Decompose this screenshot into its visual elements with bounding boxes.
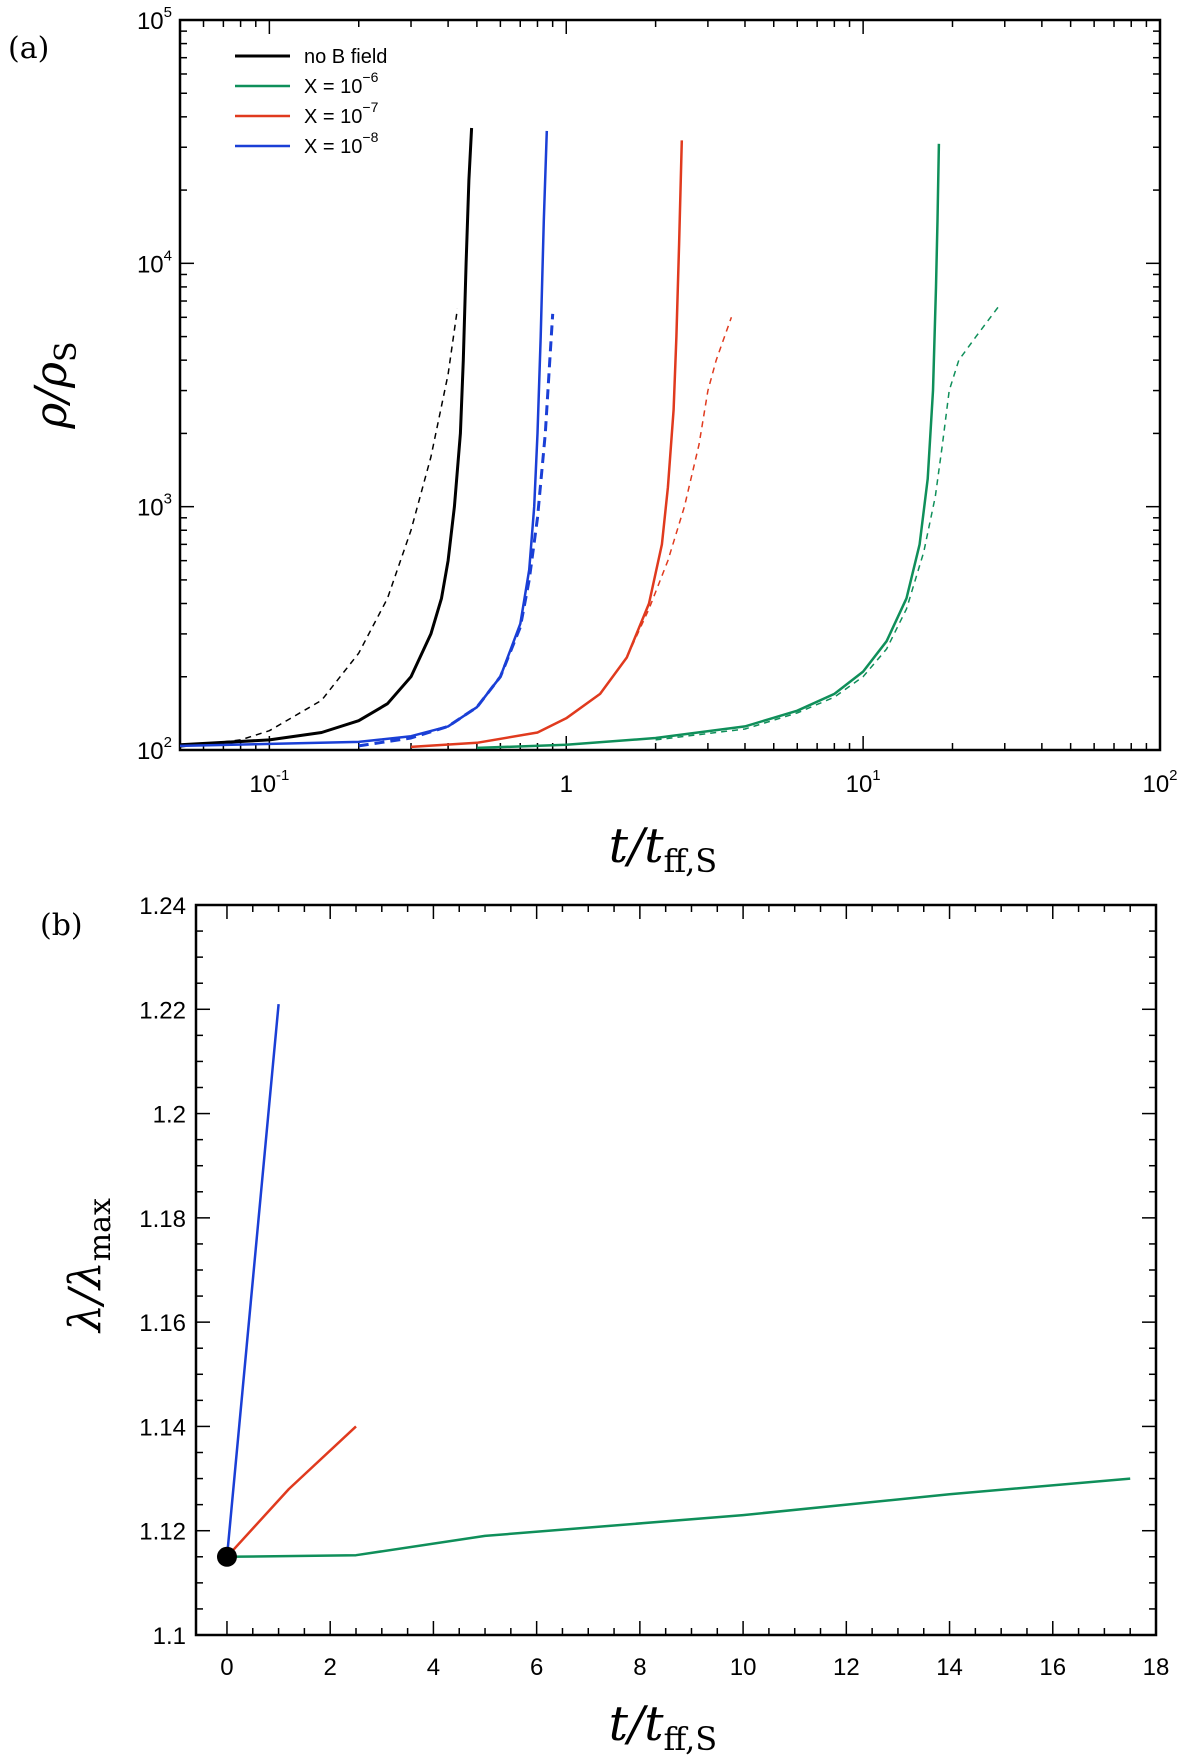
panel-a-ylabel-main: ρ/ρ	[26, 362, 77, 430]
panel-a-series	[180, 127, 1001, 750]
panel-b-y-tick-label: 1.22	[139, 997, 186, 1024]
panel-a-x-tick-label: 10-1	[249, 767, 289, 798]
panel-a-y-tick-label: 103	[137, 491, 172, 522]
panel-b-x-tick-label: 12	[833, 1654, 860, 1681]
panel-a-series-x-10-6	[476, 143, 941, 750]
panel-b-y-tick-label: 1.16	[139, 1310, 186, 1337]
legend-label-x-10-7: X = 10−7	[304, 99, 379, 128]
panel-b-series	[216, 1003, 1131, 1567]
panel-b-series-x-10-6	[226, 1477, 1131, 1559]
panel-a-x-tick-label: 1	[560, 771, 573, 798]
panel-b-x-tick-label: 2	[324, 1654, 337, 1681]
panel-a-y-tick-label: 102	[137, 734, 172, 765]
panel-b-series-x-10-7	[226, 1425, 357, 1558]
panel-a-xlabel-sub: ff,S	[664, 842, 718, 880]
panel-b-x-tick-label: 16	[1039, 1654, 1066, 1681]
panel-b: (b) 0 2 4 6 8 10 12 14 16 18 1.1 1.12 1.14 1.16 1.18 1.…	[40, 893, 1169, 1758]
panel-b-xlabel-main: t/t	[609, 1696, 664, 1752]
panel-b-ylabel-main: λ/λ	[60, 1261, 111, 1334]
panel-a-series-x-10-6-dashed	[655, 303, 1001, 741]
panel-b-x-tick-label: 14	[936, 1654, 963, 1681]
panel-b-y-tick-label: 1.18	[139, 1206, 186, 1233]
panel-a-ticks: 10-1 1 101 102 102 103 104 105	[137, 4, 1178, 798]
panel-b-start-point	[216, 1546, 237, 1567]
panel-a-xlabel-main: t/t	[609, 818, 664, 874]
panel-a-ylabel-sub: S	[49, 341, 84, 362]
panel-a-series-x-10-8-dashed	[358, 313, 555, 748]
panel-a-ylabel: ρ/ρS	[26, 341, 84, 429]
panel-b-y-tick-label: 1.24	[139, 893, 186, 920]
panel-b-y-tick-label: 1.1	[153, 1623, 186, 1650]
panel-b-x-tick-label: 8	[633, 1654, 646, 1681]
panel-label-b: (b)	[40, 908, 83, 943]
panel-b-y-tick-label: 1.12	[139, 1519, 186, 1546]
panel-a-series-x-10-7-dashed	[565, 317, 733, 719]
panel-b-x-tick-label: 6	[530, 1654, 543, 1681]
panel-a-series-no-b-field-dashed	[180, 308, 459, 748]
panel-b-series-x-10-8	[225, 1003, 280, 1557]
panel-a-series-x-10-8	[180, 130, 549, 748]
panel-b-xlabel-sub: ff,S	[664, 1720, 718, 1758]
panel-b-x-tick-label: 18	[1143, 1654, 1170, 1681]
panel-a-xlabel: t/tff,S	[609, 818, 717, 880]
panel-a-y-tick-label: 104	[137, 247, 172, 278]
panel-b-ylabel-sub: max	[83, 1198, 118, 1261]
panel-b-x-tick-label: 0	[220, 1654, 233, 1681]
legend-label-x-10-6: X = 10−6	[304, 69, 379, 98]
panel-b-ticks: 0 2 4 6 8 10 12 14 16 18 1.1 1.12 1.14 1.16 1.18 1.2 1.2…	[139, 893, 1169, 1681]
panel-b-plot-frame	[194, 903, 1158, 1637]
panel-a-series-no-b-field	[180, 127, 474, 747]
panel-b-x-tick-label: 10	[730, 1654, 757, 1681]
panel-b-y-tick-label: 1.2	[153, 1102, 186, 1129]
panel-b-ylabel: λ/λmax	[60, 1198, 118, 1334]
panel-a-x-tick-label: 102	[1142, 767, 1177, 798]
legend-label-no-b-field: no B field	[304, 46, 387, 68]
legend-label-x-10-8: X = 10−8	[304, 129, 379, 158]
panel-b-x-tick-label: 4	[427, 1654, 440, 1681]
panel-a-plot-frame	[178, 18, 1162, 752]
panel-a-y-tick-label: 105	[137, 4, 172, 35]
panel-label-a: (a)	[8, 31, 49, 66]
panel-b-xlabel: t/tff,S	[609, 1696, 717, 1758]
panel-a-series-x-10-7	[410, 140, 684, 749]
panel-a-x-tick-label: 101	[846, 767, 881, 798]
panel-b-y-tick-label: 1.14	[139, 1414, 186, 1441]
